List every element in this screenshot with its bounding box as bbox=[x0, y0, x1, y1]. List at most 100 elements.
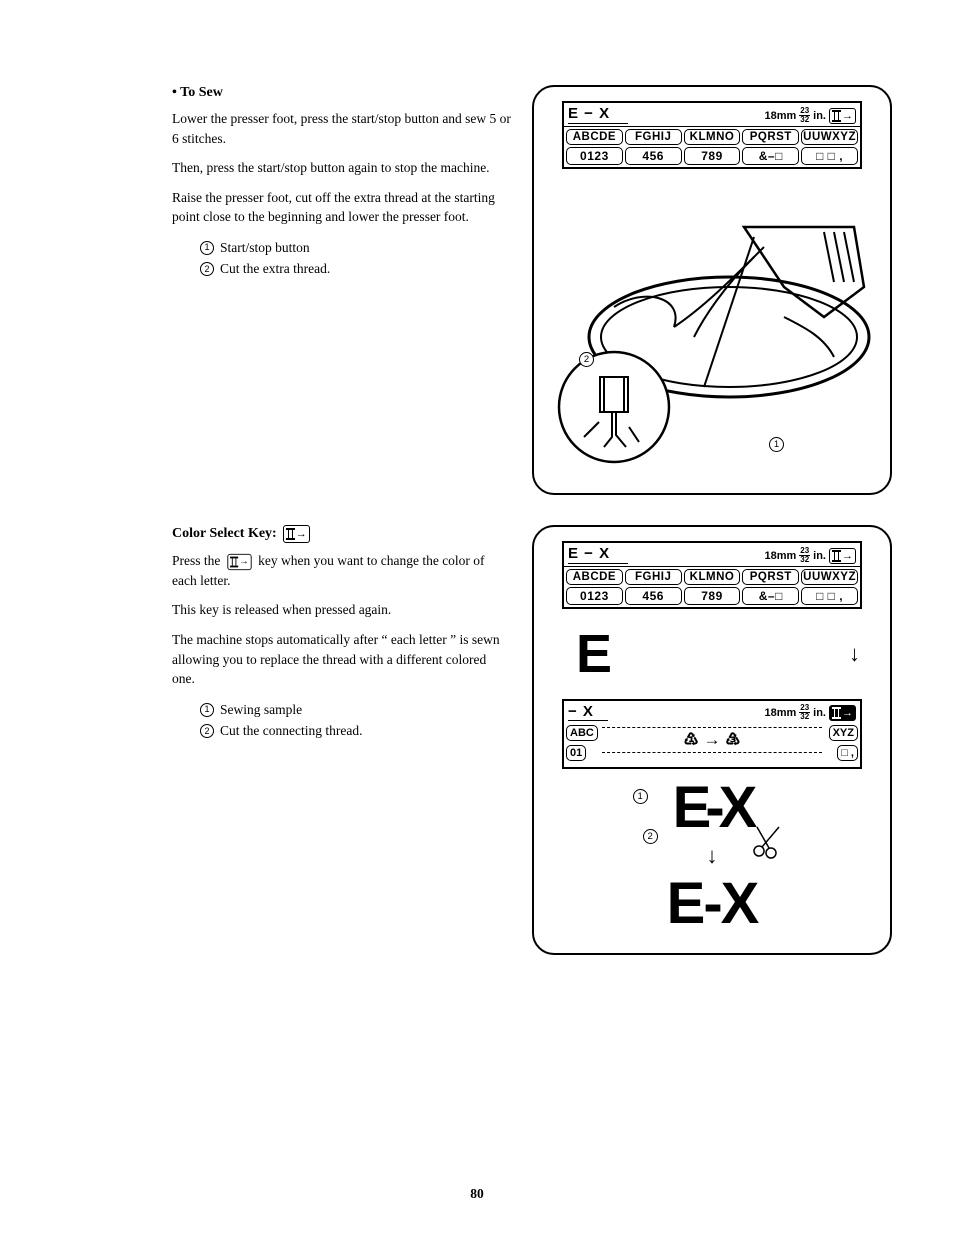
partial-cell: ABC bbox=[566, 725, 598, 741]
alpha-cell: ABCDE bbox=[566, 569, 623, 585]
sample-ex-2: E-X bbox=[544, 875, 880, 933]
size-fraction: 2332 bbox=[799, 107, 810, 124]
heading-text: Color Select Key: bbox=[172, 526, 277, 542]
alpha-cell: ABCDE bbox=[566, 129, 623, 145]
sewing-sample-block: 1 2 E-X ↓ E-X bbox=[544, 779, 880, 933]
machine-illustration bbox=[554, 187, 874, 477]
lcd-alpha-row: ABCDE FGHIJ KLMNO PQRST UUWXYZ bbox=[564, 127, 860, 147]
down-arrow-icon: ↓ bbox=[849, 641, 860, 667]
num-cell: □ □ , bbox=[801, 587, 858, 605]
para: Then, press the start/stop button again … bbox=[172, 158, 512, 178]
legend-item: 1 Start/stop button bbox=[200, 237, 512, 259]
size-in: in. bbox=[813, 110, 826, 122]
color-key-icon: → bbox=[829, 548, 856, 564]
alpha-cell: KLMNO bbox=[684, 129, 741, 145]
color-key-icon: → bbox=[283, 525, 310, 543]
size-fraction: 2332 bbox=[799, 704, 810, 721]
alpha-cell: PQRST bbox=[742, 129, 799, 145]
size-mm: 18mm bbox=[764, 707, 796, 719]
num-cell: &–□ bbox=[742, 587, 799, 605]
legend-text: Cut the extra thread. bbox=[220, 258, 330, 280]
size-mm: 18mm bbox=[764, 550, 796, 562]
heading-color-key: Color Select Key: → bbox=[172, 525, 512, 543]
para-part: Press the bbox=[172, 553, 220, 568]
num-cell: 789 bbox=[684, 147, 741, 165]
lcd-size: 18mm 2332 in. → bbox=[764, 704, 856, 721]
size-in: in. bbox=[813, 707, 826, 719]
callout-1-icon: 1 bbox=[633, 789, 648, 804]
lcd-input: E − X bbox=[568, 105, 628, 124]
alpha-cell: PQRST bbox=[742, 569, 799, 585]
sample-ex-1: E-X bbox=[673, 779, 752, 837]
callout-2-icon: 2 bbox=[643, 829, 658, 844]
alpha-cell: FGHIJ bbox=[625, 129, 682, 145]
partial-cell: 01 bbox=[566, 745, 586, 761]
lcd-display: E − X 18mm 2332 in. → ABCDE FGHIJ KLMNO … bbox=[562, 541, 862, 609]
para: Raise the presser foot, cut off the extr… bbox=[172, 188, 512, 227]
alpha-cell: KLMNO bbox=[684, 569, 741, 585]
alpha-cell: UUWXYZ bbox=[801, 129, 858, 145]
circled-1-icon: 1 bbox=[200, 703, 214, 717]
num-cell: 0123 bbox=[566, 587, 623, 605]
big-e-row: E ↓ bbox=[544, 615, 880, 693]
partial-cell: □ , bbox=[837, 745, 858, 761]
para: This key is released when pressed again. bbox=[172, 600, 512, 620]
figure-col-2: E − X 18mm 2332 in. → ABCDE FGHIJ KLMNO … bbox=[532, 525, 894, 955]
lcd-overlay-body: ABC 01 XYZ □ , ♳ → ♵ bbox=[564, 723, 860, 767]
page-number: 80 bbox=[0, 1186, 954, 1202]
overlay-message: ♳ → ♵ bbox=[602, 727, 822, 753]
lcd-display: E − X 18mm 2332 in. → ABCDE FGHIJ KLMNO … bbox=[562, 101, 862, 169]
figure-panel-1: E − X 18mm 2332 in. → ABCDE FGHIJ KLMNO … bbox=[532, 85, 892, 495]
lcd-num-row: 0123 456 789 &–□ □ □ , bbox=[564, 147, 860, 167]
circled-2-icon: 2 bbox=[200, 262, 214, 276]
para: The machine stops automatically after “ … bbox=[172, 630, 512, 689]
big-e-glyph: E bbox=[576, 623, 610, 685]
lcd-alpha-row: ABCDE FGHIJ KLMNO PQRST UUWXYZ bbox=[564, 567, 860, 587]
para: Lower the presser foot, press the start/… bbox=[172, 109, 512, 148]
lcd-top-row: E − X 18mm 2332 in. → bbox=[564, 103, 860, 127]
figure-panel-2: E − X 18mm 2332 in. → ABCDE FGHIJ KLMNO … bbox=[532, 525, 892, 955]
lcd-num-row: 0123 456 789 &–□ □ □ , bbox=[564, 587, 860, 607]
lcd-size: 18mm 2332 in. → bbox=[764, 547, 856, 564]
section-color-key: Color Select Key: → Press the → key when… bbox=[172, 525, 894, 955]
lcd-size: 18mm 2332 in. → bbox=[764, 107, 856, 124]
circled-1-icon: 1 bbox=[200, 241, 214, 255]
text-col-1: • To Sew Lower the presser foot, press t… bbox=[172, 85, 512, 495]
lcd-display-overlay: − X 18mm 2332 in. → ABC 01 XYZ □ , ♳ → ♵ bbox=[562, 699, 862, 769]
color-key-active-icon: → bbox=[829, 705, 856, 721]
lcd-input: E − X bbox=[568, 545, 628, 564]
size-fraction: 2332 bbox=[799, 547, 810, 564]
down-arrow-icon: ↓ bbox=[544, 843, 880, 869]
legend-list: 1 Start/stop button 2 Cut the extra thre… bbox=[200, 237, 512, 280]
text-col-2: Color Select Key: → Press the → key when… bbox=[172, 525, 512, 955]
lcd-top-row: E − X 18mm 2332 in. → bbox=[564, 543, 860, 567]
alpha-cell: UUWXYZ bbox=[801, 569, 858, 585]
alpha-cell: FGHIJ bbox=[625, 569, 682, 585]
para: Press the → key when you want to change … bbox=[172, 551, 512, 590]
heading-to-sew: • To Sew bbox=[172, 85, 512, 101]
figure-col-1: E − X 18mm 2332 in. → ABCDE FGHIJ KLMNO … bbox=[532, 85, 894, 495]
legend-item: 2 Cut the connecting thread. bbox=[200, 720, 512, 742]
legend-text: Start/stop button bbox=[220, 237, 310, 259]
num-cell: 789 bbox=[684, 587, 741, 605]
circled-2-icon: 2 bbox=[200, 724, 214, 738]
partial-cell: XYZ bbox=[829, 725, 858, 741]
num-cell: 456 bbox=[625, 147, 682, 165]
num-cell: 456 bbox=[625, 587, 682, 605]
lcd-top-row: − X 18mm 2332 in. → bbox=[564, 701, 860, 723]
size-in: in. bbox=[813, 550, 826, 562]
size-mm: 18mm bbox=[764, 110, 796, 122]
num-cell: 0123 bbox=[566, 147, 623, 165]
legend-item: 2 Cut the extra thread. bbox=[200, 258, 512, 280]
legend-item: 1 Sewing sample bbox=[200, 699, 512, 721]
lcd-input: − X bbox=[568, 703, 608, 721]
legend-text: Cut the connecting thread. bbox=[220, 720, 362, 742]
callout-2-icon: 2 bbox=[579, 352, 594, 367]
color-key-icon: → bbox=[227, 554, 251, 570]
callout-1-icon: 1 bbox=[769, 437, 784, 452]
scissors-icon bbox=[751, 821, 791, 861]
num-cell: &–□ bbox=[742, 147, 799, 165]
legend-list: 1 Sewing sample 2 Cut the connecting thr… bbox=[200, 699, 512, 742]
legend-text: Sewing sample bbox=[220, 699, 302, 721]
num-cell: □ □ , bbox=[801, 147, 858, 165]
